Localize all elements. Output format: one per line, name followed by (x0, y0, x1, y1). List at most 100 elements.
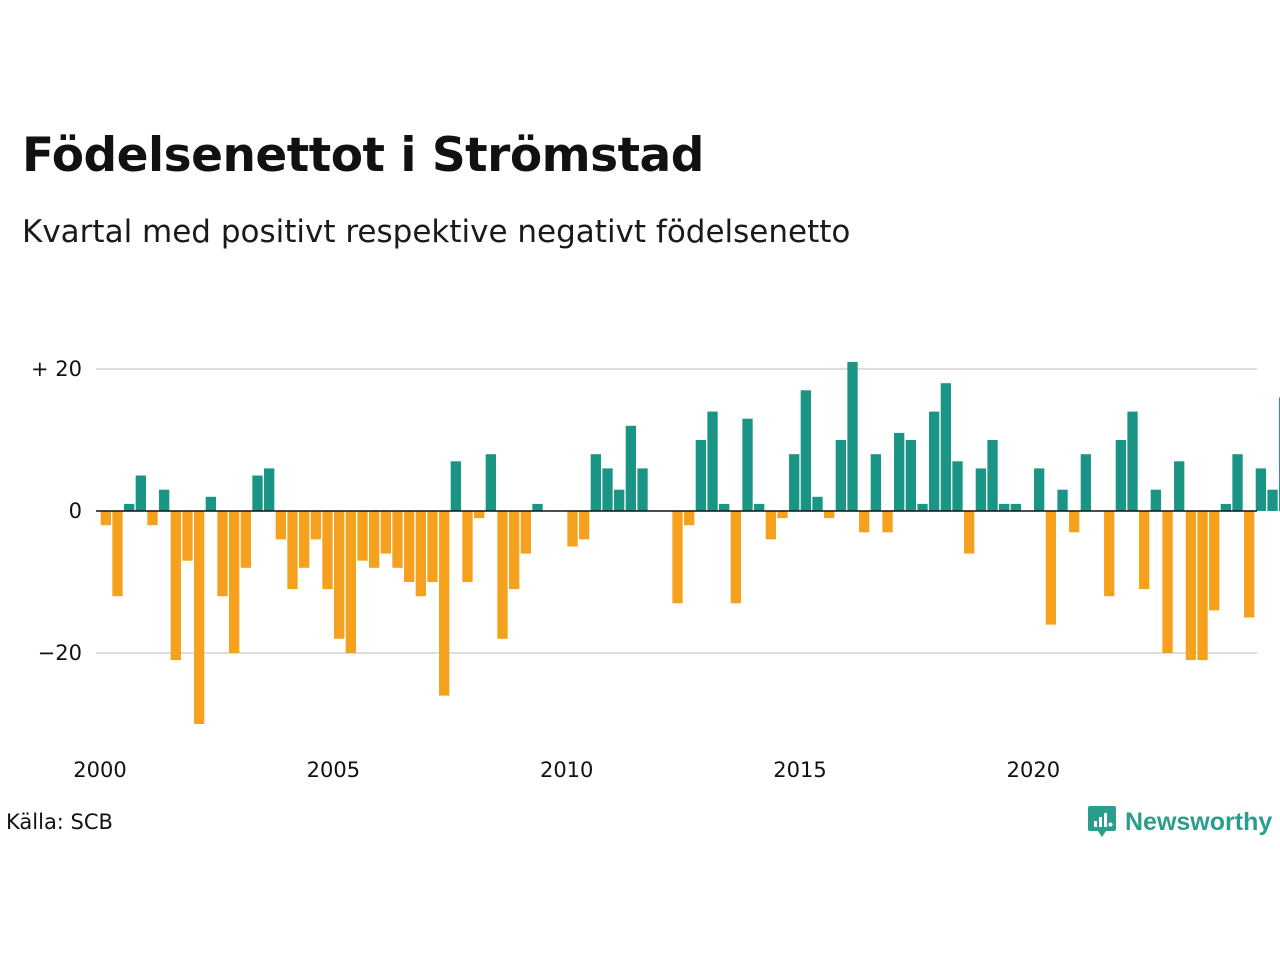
bar-positive (252, 475, 263, 511)
y-tick-label: 0 (69, 499, 82, 523)
chart-subtitle: Kvartal med positivt respektive negativt… (22, 214, 851, 250)
bar-positive (614, 489, 625, 511)
bar-positive (450, 461, 461, 511)
bar-positive (159, 489, 170, 511)
bar-negative (427, 511, 438, 582)
bar-negative (415, 511, 426, 597)
source-note: Källa: SCB (6, 810, 113, 834)
bar-negative (345, 511, 356, 653)
bar-negative (684, 511, 695, 526)
brand-logo: Newsworthy (1087, 802, 1272, 842)
bar-positive (742, 418, 753, 511)
bar-negative (392, 511, 403, 568)
bars (100, 361, 1280, 724)
bar-negative (497, 511, 508, 639)
bar-positive (1034, 468, 1045, 511)
bar-negative (439, 511, 450, 696)
bar-positive (1255, 468, 1267, 511)
bar-negative (579, 511, 590, 540)
bar-negative (240, 511, 251, 568)
bar-negative (100, 511, 111, 526)
bar-negative (1162, 511, 1173, 653)
bar-negative (1104, 511, 1115, 597)
bar-positive (999, 503, 1010, 511)
bar-negative (462, 511, 473, 582)
x-tick-label: 2000 (73, 758, 126, 782)
y-tick-label: −20 (38, 641, 82, 665)
bar-negative (964, 511, 975, 554)
bar-negative (567, 511, 578, 547)
bar-negative (229, 511, 240, 653)
bar-positive (1220, 503, 1232, 511)
bar-positive (205, 496, 216, 511)
bar-positive (707, 411, 718, 511)
bar-positive (1232, 454, 1243, 511)
bar-positive (847, 361, 858, 511)
bar-negative (334, 511, 345, 639)
bar-negative (369, 511, 380, 568)
gridlines (96, 368, 1257, 654)
bar-positive (905, 440, 917, 511)
bar-negative (299, 511, 310, 568)
bar-positive (135, 475, 146, 511)
bar-negative (859, 511, 870, 533)
bar-negative (1139, 511, 1150, 590)
bar-positive (789, 454, 800, 511)
bar-negative (1244, 511, 1255, 618)
bar-negative (474, 511, 485, 519)
bar-negative (672, 511, 683, 604)
bar-negative (777, 511, 788, 519)
bar-positive (1150, 489, 1162, 511)
bar-positive (719, 503, 730, 511)
chart-title: Födelsenettot i Strömstad (22, 128, 704, 183)
bar-positive (1115, 440, 1127, 511)
bar-positive (835, 440, 846, 511)
bar-negative (1069, 511, 1080, 533)
bar-positive (800, 390, 811, 511)
bar-positive (1174, 461, 1185, 511)
bar-positive (929, 411, 940, 511)
bar-negative (404, 511, 415, 582)
bar-positive (754, 503, 765, 511)
bar-positive (485, 454, 496, 511)
bar-positive (1127, 411, 1138, 511)
y-axis-labels: + 20 0 −20 (31, 357, 82, 665)
bar-negative (765, 511, 776, 540)
bar-negative (824, 511, 835, 519)
bar-negative (520, 511, 531, 554)
x-tick-label: 2020 (1007, 758, 1060, 782)
bar-positive (917, 503, 928, 511)
bar-positive (894, 432, 905, 511)
bar-negative (1185, 511, 1197, 661)
bar-positive (870, 454, 882, 511)
bar-positive (695, 440, 706, 511)
bar-positive (940, 383, 952, 511)
bar-positive (625, 425, 636, 511)
bar-positive (264, 468, 275, 511)
bar-positive (952, 461, 963, 511)
bar-positive (590, 454, 601, 511)
bar-positive (637, 468, 648, 511)
bar-negative (194, 511, 205, 724)
bar-negative (730, 511, 741, 604)
bar-positive (1010, 503, 1022, 511)
bar-positive (975, 468, 987, 511)
bar-positive (532, 503, 543, 511)
bar-negative (310, 511, 321, 540)
bar-positive (1080, 454, 1092, 511)
newsworthy-logo-icon (1088, 806, 1116, 837)
bar-negative (275, 511, 286, 540)
bar-negative (357, 511, 368, 561)
bar-negative (322, 511, 333, 590)
bar-negative (182, 511, 193, 561)
bar-negative (380, 511, 391, 554)
bar-negative (1197, 511, 1208, 661)
bar-negative (112, 511, 123, 597)
bar-negative (287, 511, 298, 590)
bar-negative (1045, 511, 1057, 625)
bar-positive (124, 503, 135, 511)
brand-name: Newsworthy (1125, 807, 1273, 836)
bar-negative (509, 511, 520, 590)
bar-positive (1267, 489, 1278, 511)
